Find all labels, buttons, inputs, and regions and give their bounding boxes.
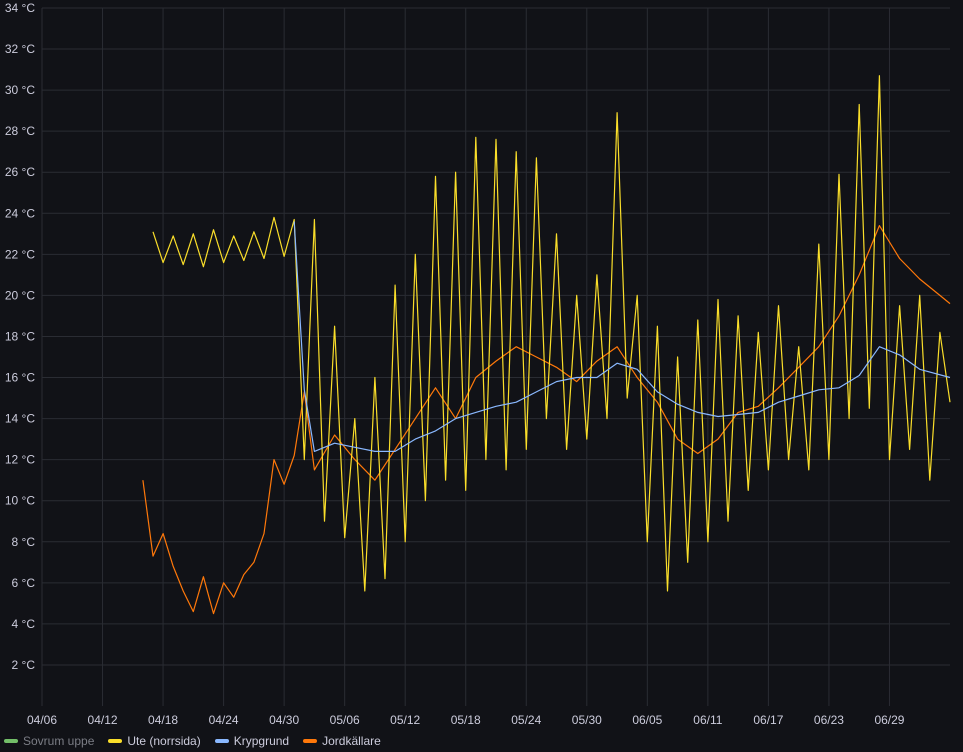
y-tick-label: 30 °C — [5, 83, 35, 97]
legend: Sovrum uppe Ute (norrsida) Krypgrund Jordkä… — [4, 731, 381, 751]
y-tick-label: 10 °C — [5, 494, 35, 508]
series-layer — [142, 75, 951, 615]
y-tick-label: 24 °C — [5, 206, 35, 220]
y-tick-label: 16 °C — [5, 371, 35, 385]
y-tick-label: 20 °C — [5, 288, 35, 302]
x-tick-label: 06/05 — [632, 713, 662, 727]
y-tick-label: 32 °C — [5, 42, 35, 56]
legend-label: Jordkällare — [322, 734, 381, 748]
y-tick-label: 8 °C — [12, 535, 36, 549]
y-tick-label: 22 °C — [5, 247, 35, 261]
series-line — [142, 225, 951, 615]
x-tick-label: 05/06 — [330, 713, 360, 727]
x-tick-label: 05/24 — [511, 713, 541, 727]
x-tick-label: 04/12 — [88, 713, 118, 727]
x-tick-label: 05/30 — [572, 713, 602, 727]
series-line — [152, 75, 951, 592]
y-tick-label: 14 °C — [5, 412, 35, 426]
y-tick-label: 34 °C — [5, 1, 35, 15]
x-tick-label: 06/29 — [874, 713, 904, 727]
y-tick-label: 28 °C — [5, 124, 35, 138]
grid-layer — [41, 7, 950, 706]
legend-item[interactable]: Jordkällare — [303, 734, 381, 748]
x-axis: 04/06 04/12 04/18 04/24 04/30 05/06 05/12 05/18… — [27, 713, 905, 727]
x-tick-label: 05/12 — [390, 713, 420, 727]
legend-label: Sovrum uppe — [23, 734, 95, 748]
series-line — [293, 221, 951, 452]
x-tick-label: 06/11 — [693, 713, 722, 727]
legend-swatch — [214, 739, 229, 743]
legend-item[interactable]: Sovrum uppe — [4, 734, 94, 748]
y-tick-label: 2 °C — [12, 658, 36, 672]
y-axis: 2 °C 4 °C 6 °C 8 °C 10 °C 12 °C 14 °C 16 °C 18 °… — [5, 1, 35, 672]
x-tick-label: 04/06 — [27, 713, 57, 727]
x-tick-label: 05/18 — [451, 713, 481, 727]
y-tick-label: 4 °C — [12, 617, 36, 631]
legend-label: Ute (norrsida) — [127, 734, 201, 748]
x-tick-label: 04/30 — [269, 713, 299, 727]
legend-label: Krypgrund — [233, 734, 290, 748]
y-tick-label: 6 °C — [12, 576, 36, 590]
x-tick-label: 04/24 — [209, 713, 239, 727]
legend-item[interactable]: Ute (norrsida) — [108, 734, 201, 748]
legend-swatch — [303, 739, 318, 743]
legend-item[interactable]: Krypgrund — [214, 734, 290, 748]
legend-swatch — [108, 739, 123, 743]
x-tick-label: 06/17 — [753, 713, 783, 727]
series-ute-norrsida- — [152, 75, 951, 592]
legend-swatch — [4, 739, 18, 743]
x-tick-label: 06/23 — [814, 713, 844, 727]
y-tick-label: 26 °C — [5, 165, 35, 179]
series-krypgrund — [293, 221, 951, 452]
y-tick-label: 12 °C — [5, 453, 35, 467]
y-tick-label: 18 °C — [5, 329, 35, 343]
x-tick-label: 04/18 — [148, 713, 178, 727]
series-jordk-llare — [142, 225, 951, 615]
